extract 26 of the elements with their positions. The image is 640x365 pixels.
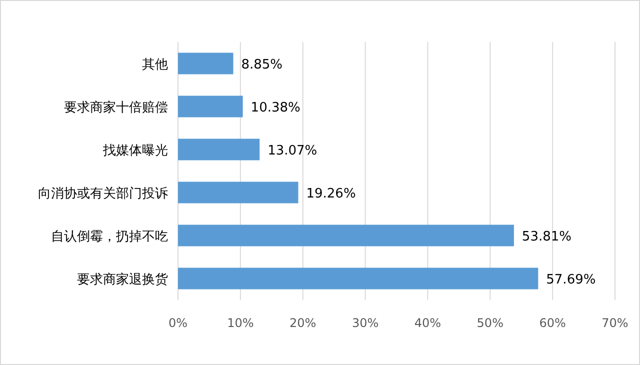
y-tick-label: 其他 — [142, 58, 168, 72]
bar — [178, 182, 298, 204]
data-label: 19.26% — [306, 186, 356, 202]
bar — [178, 224, 514, 246]
data-label: 10.38% — [250, 100, 300, 116]
y-tick-label: 找媒体曝光 — [102, 144, 168, 158]
y-tick-label: 要求商家退换货 — [77, 272, 168, 288]
x-tick-label: 70% — [602, 316, 628, 330]
x-tick-label: 20% — [290, 316, 316, 330]
bar — [178, 52, 234, 74]
y-tick-label: 自认倒霉，扔掉不吃 — [51, 230, 168, 244]
x-tick-label: 0% — [168, 316, 188, 330]
x-tick-label: 60% — [539, 316, 566, 330]
data-label: 53.81% — [522, 230, 572, 244]
x-tick-label: 10% — [227, 316, 254, 330]
bar — [178, 268, 538, 290]
x-tick-label: 50% — [476, 316, 504, 330]
data-label: 8.85% — [241, 58, 283, 72]
data-label: 13.07% — [268, 144, 318, 158]
x-tick-label: 30% — [352, 316, 379, 330]
x-tick-label: 40% — [414, 316, 442, 330]
bar — [178, 138, 260, 160]
y-tick-label: 要求商家十倍赔偿 — [64, 100, 168, 116]
bar — [178, 96, 243, 118]
y-tick-label: 向消协或有关部门投诉 — [38, 186, 168, 202]
data-label: 57.69% — [546, 272, 596, 288]
